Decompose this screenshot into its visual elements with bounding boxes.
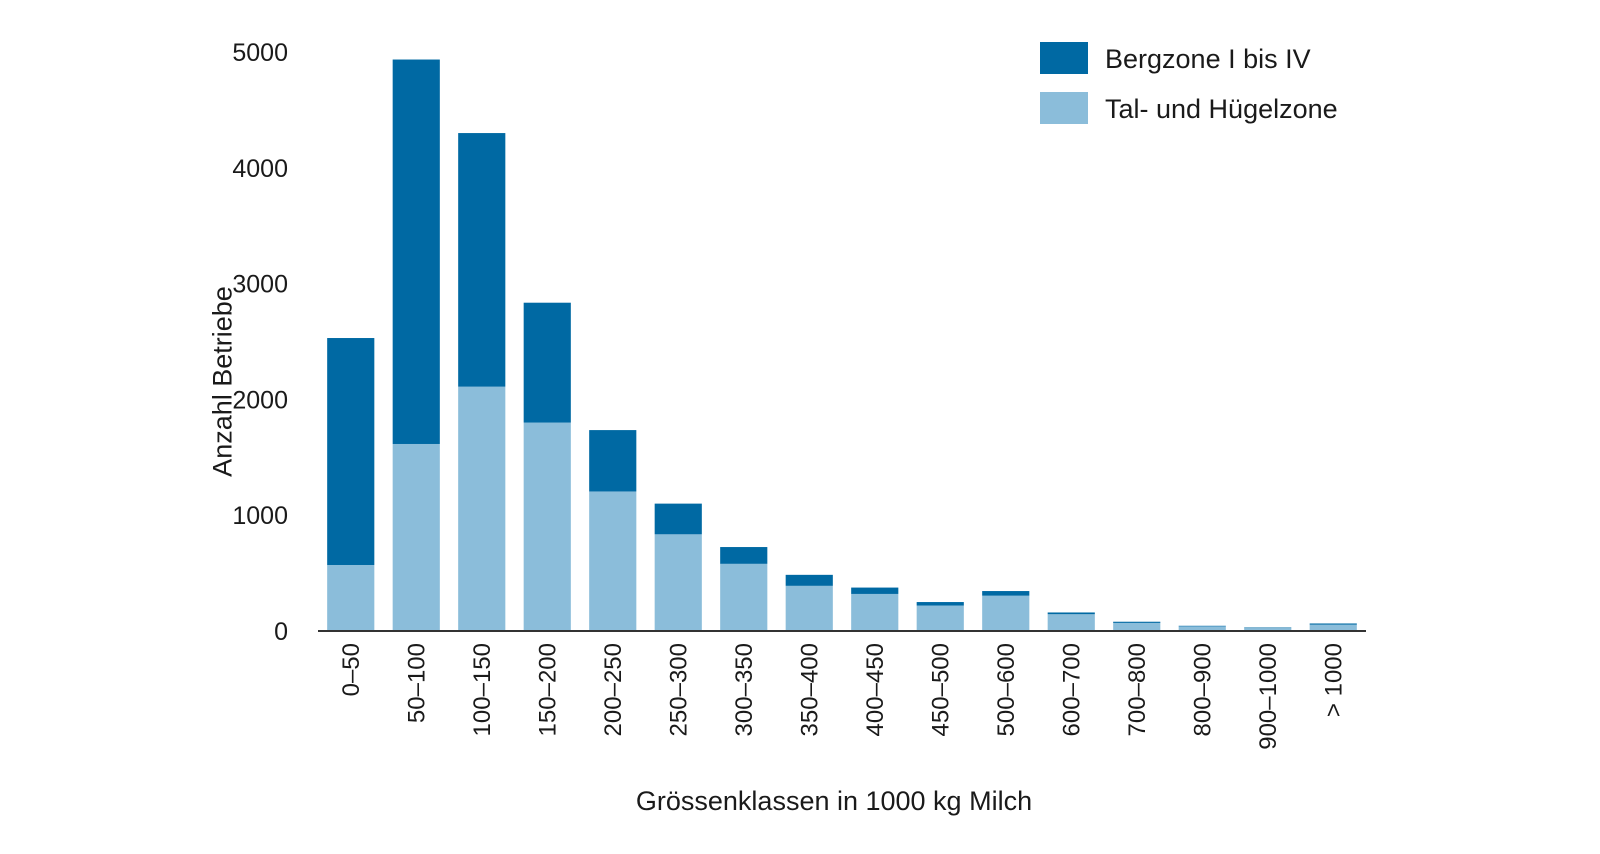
y-tick-label: 0	[274, 618, 288, 646]
legend-label: Bergzone I bis IV	[1105, 44, 1311, 74]
bar-bergzone-3	[523, 302, 571, 423]
y-tick-label: 1000	[232, 502, 288, 530]
bar-tal-huegelzone-2	[458, 386, 506, 631]
bar-tal-huegelzone-6	[720, 563, 768, 631]
bar-bergzone-2	[458, 133, 506, 387]
x-axis: 0–50 50–100 100–150 150–200 200–250 250–300 30…	[338, 643, 1348, 750]
legend: Bergzone I bis IV Tal- und Hügelzone	[1040, 42, 1338, 124]
x-tick-label: 400–450	[862, 643, 889, 736]
x-axis-title: Grössenklassen in 1000 kg Milch	[636, 786, 1032, 816]
x-tick-label: 500–600	[993, 643, 1020, 736]
y-axis-title: Anzahl Betriebe	[207, 286, 237, 477]
bar-tal-huegelzone-4	[589, 491, 637, 631]
x-tick-label: 100–150	[469, 643, 496, 736]
bar-bergzone-6	[720, 547, 768, 564]
bar-bergzone-10	[982, 591, 1030, 596]
bar-tal-huegelzone-11	[1047, 614, 1095, 631]
x-tick-label: 800–900	[1190, 643, 1217, 736]
x-tick-label: 600–700	[1059, 643, 1086, 736]
bar-tal-huegelzone-0	[327, 564, 375, 631]
bar-bergzone-11	[1047, 612, 1095, 615]
y-tick-label: 2000	[232, 386, 288, 414]
y-tick-label: 3000	[232, 271, 288, 299]
bars	[327, 59, 1357, 631]
bar-bergzone-9	[916, 602, 964, 606]
bar-tal-huegelzone-3	[523, 422, 571, 631]
y-tick-label: 4000	[232, 155, 288, 183]
x-tick-label: 200–250	[600, 643, 627, 736]
x-tick-label: > 1000	[1321, 643, 1348, 717]
bar-tal-huegelzone-15	[1309, 624, 1357, 631]
bar-tal-huegelzone-7	[785, 585, 833, 631]
y-axis: 0 1000 2000 3000 4000 5000	[232, 39, 288, 646]
x-tick-label: 250–300	[666, 643, 693, 736]
bar-tal-huegelzone-1	[392, 443, 440, 631]
bar-bergzone-15	[1309, 623, 1357, 625]
bar-bergzone-12	[1113, 621, 1161, 623]
bar-bergzone-7	[785, 574, 833, 586]
bar-tal-huegelzone-13	[1178, 626, 1226, 631]
y-tick-label: 5000	[232, 39, 288, 67]
bar-tal-huegelzone-10	[982, 595, 1030, 631]
x-tick-label: 900–1000	[1255, 643, 1282, 750]
bar-bergzone-4	[589, 430, 637, 492]
bar-tal-huegelzone-8	[851, 593, 899, 631]
bar-bergzone-14	[1244, 627, 1292, 629]
bar-tal-huegelzone-5	[654, 534, 702, 631]
legend-swatch	[1040, 42, 1088, 74]
x-tick-label: 0–50	[338, 643, 365, 696]
x-tick-label: 350–400	[797, 643, 824, 736]
x-tick-label: 450–500	[928, 643, 955, 736]
x-tick-label: 300–350	[731, 643, 758, 736]
legend-swatch	[1040, 92, 1088, 124]
x-tick-label: 50–100	[404, 643, 431, 723]
bar-tal-huegelzone-12	[1113, 622, 1161, 631]
bar-bergzone-5	[654, 503, 702, 535]
bar-tal-huegelzone-9	[916, 605, 964, 631]
bar-bergzone-8	[851, 587, 899, 594]
x-tick-label: 150–200	[535, 643, 562, 736]
x-tick-label: 700–800	[1124, 643, 1151, 736]
bar-bergzone-13	[1178, 625, 1226, 627]
legend-label: Tal- und Hügelzone	[1105, 94, 1338, 124]
bar-bergzone-0	[327, 338, 375, 565]
bar-bergzone-1	[392, 59, 440, 444]
bar-tal-huegelzone-14	[1244, 628, 1292, 631]
